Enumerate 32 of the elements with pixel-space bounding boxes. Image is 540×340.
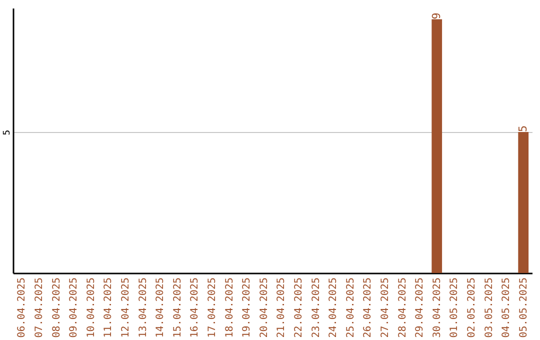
x-tick-label: 23.04.2025 — [310, 278, 322, 338]
x-tick-label: 09.04.2025 — [68, 278, 80, 338]
x-tick-label: 27.04.2025 — [380, 278, 391, 338]
x-tick-label: 19.04.2025 — [242, 278, 253, 338]
x-tick-label: 10.04.2025 — [86, 278, 97, 338]
x-tick-label: 16.04.2025 — [190, 278, 201, 338]
x-tick-label: 14.04.2025 — [155, 278, 166, 338]
x-tick-label: 29.04.2025 — [414, 278, 426, 338]
x-tick-label: 22.04.2025 — [293, 278, 304, 338]
x-tick-label: 05.05.2025 — [518, 278, 530, 338]
x-tick-label: 02.05.2025 — [466, 278, 478, 338]
x-tick-label: 28.04.2025 — [397, 278, 408, 338]
x-tick-label: 12.04.2025 — [120, 278, 132, 338]
x-tick-label: 26.04.2025 — [362, 278, 374, 338]
data-label: 9 — [430, 12, 443, 20]
x-tick-label: 15.04.2025 — [172, 278, 184, 338]
x-tick-label: 03.05.2025 — [484, 278, 495, 338]
x-tick-label: 01.05.2025 — [449, 278, 460, 338]
data-label: 5 — [516, 125, 530, 132]
x-tick-label: 04.05.2025 — [501, 278, 512, 338]
x-tick-label: 18.04.2025 — [224, 278, 236, 338]
x-tick-label: 06.04.2025 — [16, 278, 28, 338]
x-tick-label: 24.04.2025 — [328, 278, 340, 338]
x-tick-label: 20.04.2025 — [258, 278, 270, 338]
x-tick-label: 07.04.2025 — [34, 278, 45, 338]
x-tick-label: 08.04.2025 — [51, 278, 62, 338]
x-tick-label: 21.04.2025 — [276, 278, 288, 338]
x-tick-label: 30.04.2025 — [432, 278, 443, 338]
x-tick-label: 17.04.2025 — [206, 278, 218, 338]
x-tick-label: 13.04.2025 — [138, 278, 149, 338]
x-tick-label: 25.04.2025 — [345, 278, 356, 338]
x-tick-label: 11.04.2025 — [103, 278, 114, 338]
